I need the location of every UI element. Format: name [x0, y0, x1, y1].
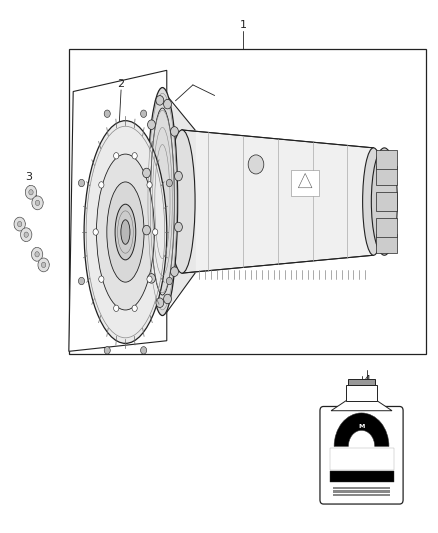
- Bar: [332, 494, 391, 496]
- Bar: [329, 448, 393, 471]
- Circle shape: [143, 225, 151, 235]
- Bar: [376, 150, 397, 169]
- Circle shape: [141, 346, 147, 354]
- Text: 3: 3: [25, 172, 32, 182]
- Ellipse shape: [84, 120, 167, 343]
- Text: 2: 2: [117, 78, 125, 88]
- Ellipse shape: [115, 204, 136, 260]
- Circle shape: [174, 222, 182, 232]
- Circle shape: [14, 217, 25, 231]
- Bar: [376, 166, 397, 185]
- FancyBboxPatch shape: [320, 407, 403, 504]
- Bar: [69, 49, 426, 354]
- Ellipse shape: [363, 148, 385, 255]
- Circle shape: [104, 346, 110, 354]
- Ellipse shape: [121, 220, 130, 244]
- Circle shape: [35, 200, 40, 206]
- Ellipse shape: [147, 87, 178, 316]
- Circle shape: [164, 294, 171, 304]
- Circle shape: [174, 171, 182, 181]
- Polygon shape: [331, 400, 392, 411]
- Bar: [291, 169, 319, 196]
- Bar: [376, 192, 397, 211]
- Circle shape: [170, 127, 178, 136]
- Circle shape: [78, 179, 85, 187]
- Polygon shape: [69, 70, 167, 351]
- Bar: [329, 471, 393, 482]
- Circle shape: [32, 247, 43, 261]
- Ellipse shape: [371, 148, 397, 255]
- Circle shape: [132, 152, 137, 159]
- Bar: [376, 217, 397, 237]
- Circle shape: [18, 221, 22, 227]
- Circle shape: [170, 267, 178, 277]
- Circle shape: [24, 232, 28, 237]
- Circle shape: [132, 305, 137, 311]
- Circle shape: [148, 120, 155, 130]
- Bar: [332, 487, 391, 489]
- Polygon shape: [158, 90, 195, 318]
- Circle shape: [113, 305, 119, 311]
- Ellipse shape: [107, 182, 144, 282]
- Circle shape: [147, 182, 152, 188]
- Circle shape: [93, 229, 98, 235]
- Bar: [346, 385, 377, 400]
- Circle shape: [147, 276, 152, 282]
- Text: 1: 1: [240, 20, 247, 30]
- Circle shape: [21, 228, 32, 241]
- Bar: [376, 233, 397, 253]
- Circle shape: [104, 110, 110, 117]
- Circle shape: [143, 168, 151, 177]
- Circle shape: [113, 152, 119, 159]
- Circle shape: [32, 196, 43, 210]
- Circle shape: [99, 182, 104, 188]
- Circle shape: [29, 190, 33, 195]
- Circle shape: [156, 95, 164, 105]
- Circle shape: [25, 185, 37, 199]
- Ellipse shape: [169, 130, 195, 273]
- Circle shape: [141, 110, 147, 117]
- Circle shape: [248, 155, 264, 174]
- Bar: [332, 490, 391, 492]
- Ellipse shape: [96, 154, 154, 310]
- Circle shape: [164, 99, 171, 109]
- Circle shape: [42, 262, 46, 268]
- Bar: [348, 379, 375, 385]
- Circle shape: [78, 277, 85, 285]
- Circle shape: [166, 277, 173, 285]
- Text: M: M: [358, 424, 365, 430]
- Text: 4: 4: [364, 375, 371, 385]
- Circle shape: [156, 298, 164, 308]
- Circle shape: [99, 276, 104, 282]
- Circle shape: [166, 179, 173, 187]
- Circle shape: [35, 252, 39, 257]
- Circle shape: [152, 229, 158, 235]
- Wedge shape: [334, 413, 389, 446]
- Polygon shape: [182, 130, 374, 273]
- Circle shape: [148, 273, 155, 283]
- Circle shape: [38, 258, 49, 272]
